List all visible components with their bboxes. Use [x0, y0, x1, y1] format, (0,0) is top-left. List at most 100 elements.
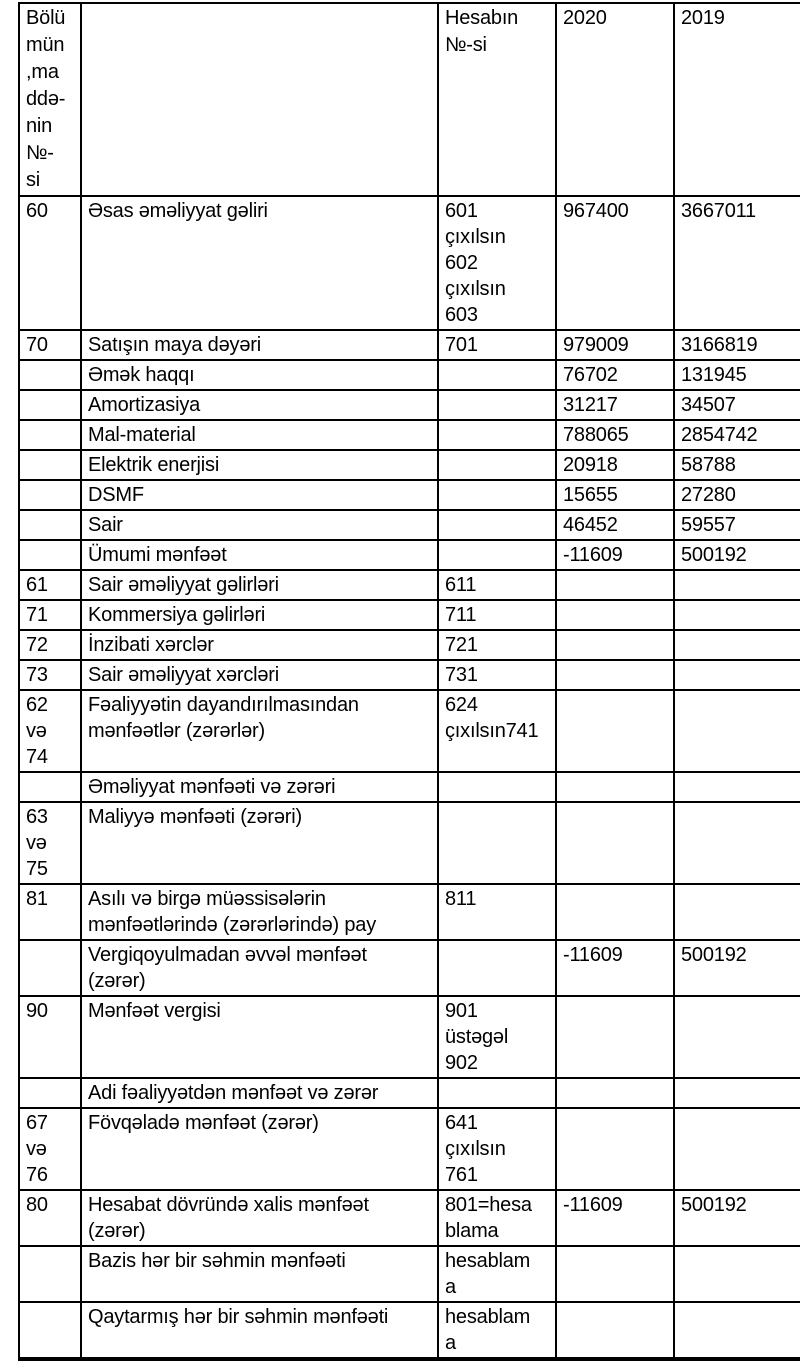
- cell-section-no: [18, 771, 82, 803]
- cell-section-no: [18, 479, 82, 511]
- cell-value-2019: [673, 1077, 800, 1109]
- table-row: Qaytarmış hər bir səhmin mənfəəti hesabla…: [18, 1301, 800, 1360]
- cell-description: Sair: [80, 509, 439, 541]
- cell-account-no: 624 çıxılsın741: [437, 689, 557, 773]
- cell-description: Kommersiya gəlirləri: [80, 599, 439, 631]
- cell-value-2019: [673, 1245, 800, 1303]
- cell-value-2019: 500192: [673, 939, 800, 997]
- cell-value-2020: 967400: [555, 195, 675, 331]
- table-row: 67 və 76 Fövqəladə mənfəət (zərər) 641 çıx…: [18, 1107, 800, 1191]
- cell-description: Satışın maya dəyəri: [80, 329, 439, 361]
- cell-description: Qaytarmış hər bir səhmin mənfəəti: [80, 1301, 439, 1360]
- cell-value-2020: 979009: [555, 329, 675, 361]
- cell-description: Mal-material: [80, 419, 439, 451]
- cell-value-2020: [555, 689, 675, 773]
- table-row: Əməliyyat mənfəəti və zərəri: [18, 771, 800, 803]
- cell-description: Sair əməliyyat gəlirləri: [80, 569, 439, 601]
- cell-description: Əmək haqqı: [80, 359, 439, 391]
- cell-value-2020: [555, 1107, 675, 1191]
- cell-section-no: [18, 509, 82, 541]
- cell-account-no: 721: [437, 629, 557, 661]
- cell-section-no: [18, 419, 82, 451]
- cell-description: Əməliyyat mənfəəti və zərəri: [80, 771, 439, 803]
- cell-value-2020: [555, 801, 675, 885]
- table-row: 73 Sair əməliyyat xərcləri 731: [18, 659, 800, 691]
- header-account-no: Hesabın №-si: [437, 2, 557, 197]
- table-row: Sair 46452 59557: [18, 509, 800, 541]
- cell-value-2019: 500192: [673, 539, 800, 571]
- cell-value-2019: 2854742: [673, 419, 800, 451]
- cell-section-no: 90: [18, 995, 82, 1079]
- cell-value-2020: [555, 1301, 675, 1360]
- header-year-2020: 2020: [555, 2, 675, 197]
- cell-account-no: 901 üstəgəl 902: [437, 995, 557, 1079]
- cell-value-2020: 20918: [555, 449, 675, 481]
- cell-account-no: 611: [437, 569, 557, 601]
- cell-section-no: 72: [18, 629, 82, 661]
- table-row: Əmək haqqı 76702 131945: [18, 359, 800, 391]
- cell-value-2019: [673, 1107, 800, 1191]
- cell-value-2020: 788065: [555, 419, 675, 451]
- cell-account-no: [437, 449, 557, 481]
- table-row: 81 Asılı və birgə müəssisələrin mənfəətlə…: [18, 883, 800, 941]
- cell-account-no: 801=hesa blama: [437, 1189, 557, 1247]
- cell-description: Elektrik enerjisi: [80, 449, 439, 481]
- cell-value-2019: 34507: [673, 389, 800, 421]
- cell-value-2019: 3166819: [673, 329, 800, 361]
- cell-value-2019: [673, 629, 800, 661]
- cell-section-no: [18, 389, 82, 421]
- cell-description: DSMF: [80, 479, 439, 511]
- cell-account-no: 641 çıxılsın 761: [437, 1107, 557, 1191]
- cell-description: Ümumi mənfəət: [80, 539, 439, 571]
- cell-value-2020: 76702: [555, 359, 675, 391]
- cell-description: Adi fəaliyyətdən mənfəət və zərər: [80, 1077, 439, 1109]
- cell-section-no: 81: [18, 883, 82, 941]
- cell-description: Asılı və birgə müəssisələrin mənfəətləri…: [80, 883, 439, 941]
- cell-value-2020: 31217: [555, 389, 675, 421]
- cell-value-2020: -11609: [555, 1189, 675, 1247]
- cell-value-2020: [555, 1077, 675, 1109]
- cell-section-no: [18, 539, 82, 571]
- header-section-no: Bölü mün ,ma ddə- nin №- si: [18, 2, 82, 197]
- cell-account-no: [437, 419, 557, 451]
- cell-account-no: [437, 771, 557, 803]
- cell-value-2019: [673, 569, 800, 601]
- cell-account-no: [437, 389, 557, 421]
- cell-value-2020: -11609: [555, 939, 675, 997]
- cell-account-no: [437, 939, 557, 997]
- cell-value-2019: [673, 995, 800, 1079]
- table-row: 90 Mənfəət vergisi 901 üstəgəl 902: [18, 995, 800, 1079]
- cell-description: Bazis hər bir səhmin mənfəəti: [80, 1245, 439, 1303]
- cell-value-2020: -11609: [555, 539, 675, 571]
- table-row: Mal-material 788065 2854742: [18, 419, 800, 451]
- cell-value-2019: [673, 1301, 800, 1360]
- cell-account-no: 701: [437, 329, 557, 361]
- cell-section-no: [18, 1077, 82, 1109]
- table-body: 60 Əsas əməliyyat gəliri 601 çıxılsın 602 …: [18, 195, 800, 1360]
- cell-description: Mənfəət vergisi: [80, 995, 439, 1079]
- cell-value-2019: [673, 771, 800, 803]
- cell-account-no: [437, 479, 557, 511]
- cell-value-2019: 59557: [673, 509, 800, 541]
- cell-value-2020: 15655: [555, 479, 675, 511]
- cell-account-no: [437, 509, 557, 541]
- cell-section-no: 62 və 74: [18, 689, 82, 773]
- cell-account-no: 811: [437, 883, 557, 941]
- header-year-2019: 2019: [673, 2, 800, 197]
- cell-section-no: 70: [18, 329, 82, 361]
- cell-value-2019: 131945: [673, 359, 800, 391]
- cell-account-no: 601 çıxılsın 602 çıxılsın 603: [437, 195, 557, 331]
- cell-account-no: [437, 801, 557, 885]
- cell-value-2020: [555, 629, 675, 661]
- cell-description: Əsas əməliyyat gəliri: [80, 195, 439, 331]
- cell-section-no: [18, 449, 82, 481]
- cell-value-2020: [555, 1245, 675, 1303]
- cell-value-2019: 500192: [673, 1189, 800, 1247]
- cell-account-no: [437, 539, 557, 571]
- income-statement-table: Bölü mün ,ma ddə- nin №- si Hesabın №-si…: [18, 2, 800, 1361]
- header-description: [80, 2, 439, 197]
- cell-account-no: [437, 1077, 557, 1109]
- table-row: 61 Sair əməliyyat gəlirləri 611: [18, 569, 800, 601]
- table-row: DSMF 15655 27280: [18, 479, 800, 511]
- cell-description: Fəaliyyətin dayandırılmasından mənfəətlə…: [80, 689, 439, 773]
